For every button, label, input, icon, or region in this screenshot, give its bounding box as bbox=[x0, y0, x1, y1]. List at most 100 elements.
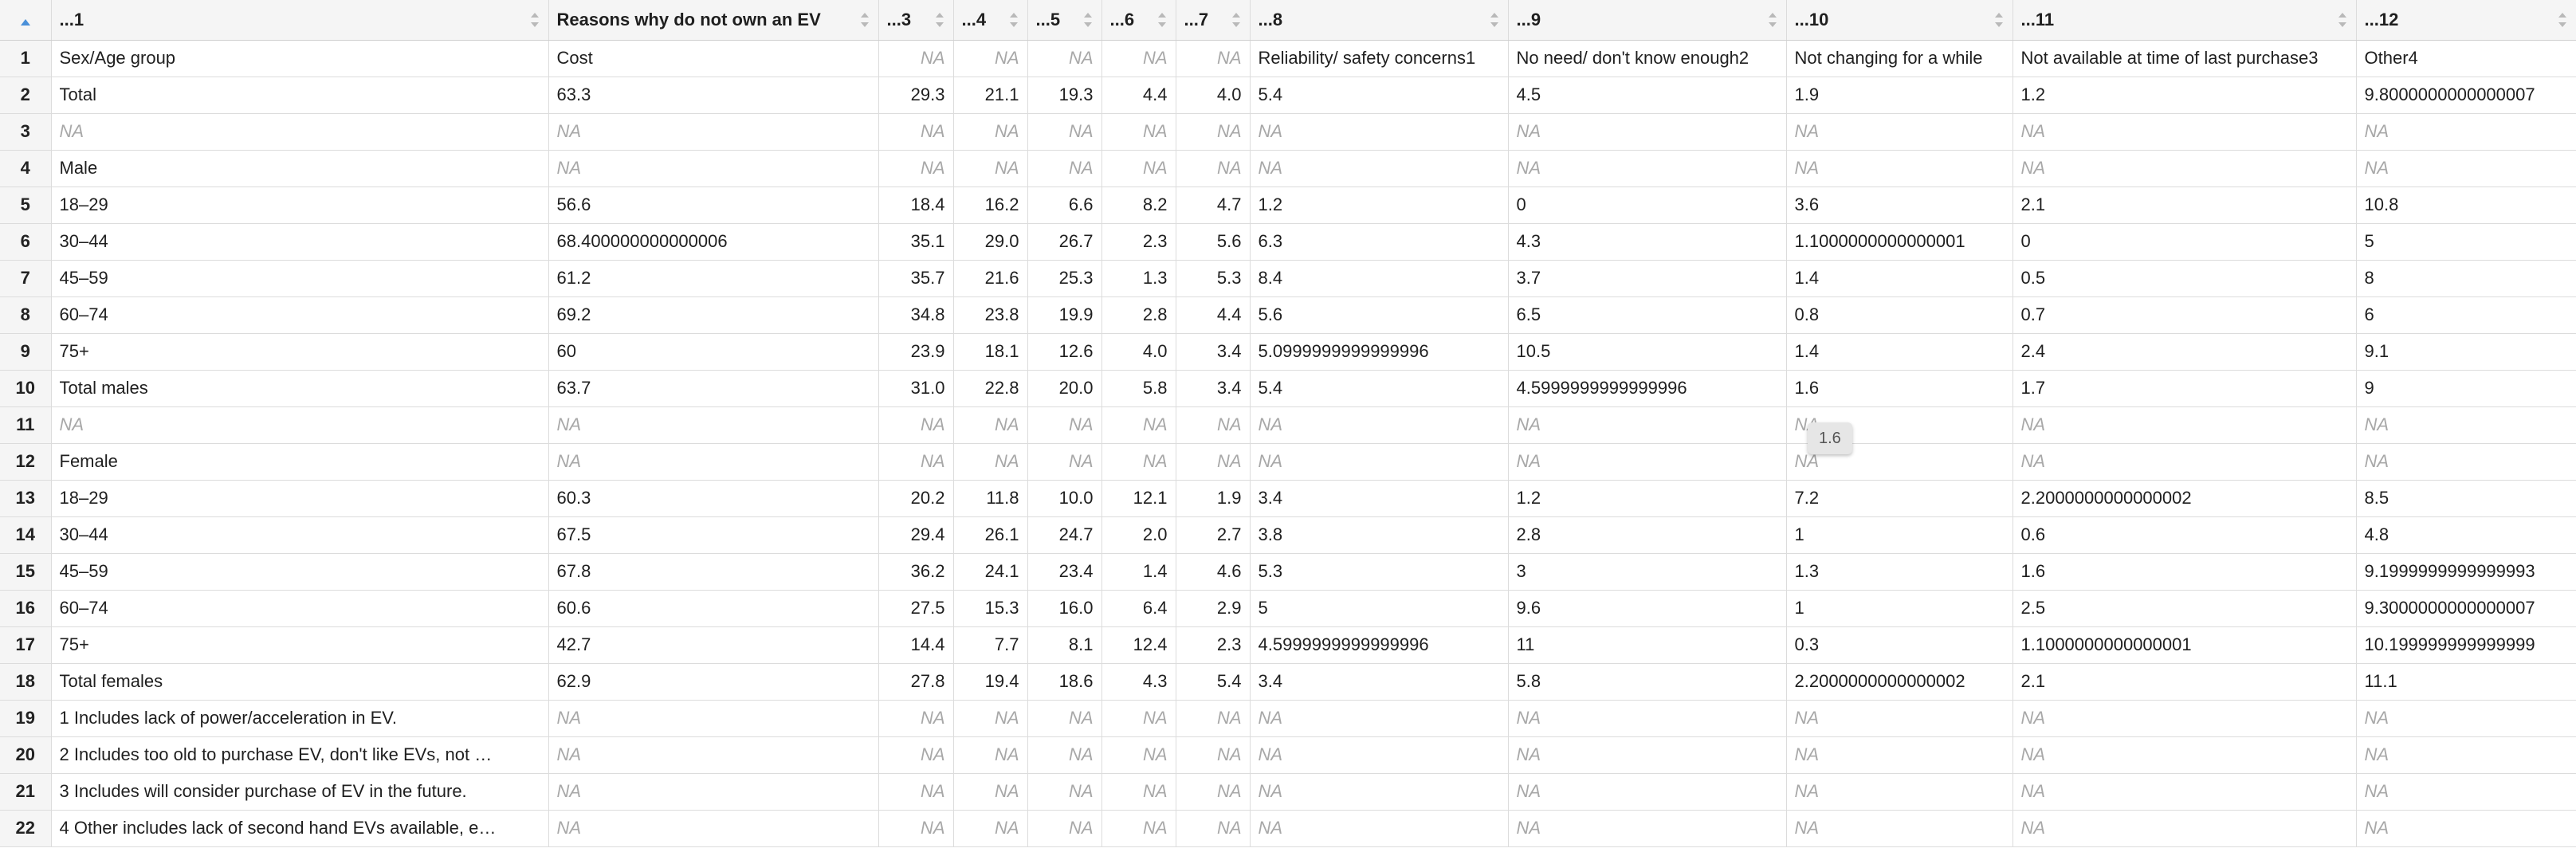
table-cell[interactable]: NA bbox=[1027, 406, 1102, 444]
table-cell[interactable]: NA bbox=[878, 113, 954, 151]
table-cell[interactable]: NA bbox=[1101, 773, 1176, 811]
table-cell[interactable]: 62.9 bbox=[548, 663, 879, 701]
table-cell[interactable]: 0.3 bbox=[1786, 626, 2013, 664]
column-header[interactable]: ...10 bbox=[1786, 0, 2013, 41]
table-cell[interactable]: 9.3000000000000007 bbox=[2356, 590, 2576, 627]
table-cell[interactable]: 36.2 bbox=[878, 553, 954, 591]
table-cell[interactable]: No need/ don't know enough2 bbox=[1508, 40, 1787, 77]
table-cell[interactable]: 5.4 bbox=[1176, 663, 1251, 701]
table-cell[interactable]: NA bbox=[2356, 736, 2576, 774]
table-cell[interactable]: NA bbox=[953, 736, 1028, 774]
table-cell[interactable]: NA bbox=[1508, 700, 1787, 737]
table-cell[interactable]: 12.4 bbox=[1101, 626, 1176, 664]
table-cell[interactable]: 1.2 bbox=[1508, 480, 1787, 517]
table-cell[interactable]: NA bbox=[953, 700, 1028, 737]
table-cell[interactable]: 4.8 bbox=[2356, 516, 2576, 554]
table-cell[interactable]: NA bbox=[2356, 406, 2576, 444]
table-cell[interactable]: NA bbox=[2012, 736, 2357, 774]
table-cell[interactable]: 3.4 bbox=[1250, 663, 1509, 701]
table-cell[interactable]: 1 bbox=[1786, 590, 2013, 627]
table-cell[interactable]: NA bbox=[1508, 406, 1787, 444]
sort-toggle-icon[interactable] bbox=[2338, 12, 2346, 28]
table-cell[interactable]: NA bbox=[1250, 443, 1509, 481]
table-cell[interactable]: 1.3 bbox=[1101, 260, 1176, 297]
table-cell[interactable]: 67.8 bbox=[548, 553, 879, 591]
table-cell[interactable]: NA bbox=[1508, 736, 1787, 774]
table-cell[interactable]: 3.4 bbox=[1176, 370, 1251, 407]
table-cell[interactable]: 3.6 bbox=[1786, 187, 2013, 224]
table-cell[interactable]: NA bbox=[1786, 700, 2013, 737]
table-cell[interactable]: NA bbox=[1027, 736, 1102, 774]
sort-toggle-icon[interactable] bbox=[935, 12, 944, 28]
table-cell[interactable]: 9.1 bbox=[2356, 333, 2576, 371]
table-cell[interactable]: 2.4 bbox=[2012, 333, 2357, 371]
table-cell[interactable]: 4.5 bbox=[1508, 77, 1787, 114]
table-cell[interactable]: NA bbox=[1176, 406, 1251, 444]
table-cell[interactable]: 29.4 bbox=[878, 516, 954, 554]
table-cell[interactable]: NA bbox=[1786, 113, 2013, 151]
table-cell[interactable]: 56.6 bbox=[548, 187, 879, 224]
table-cell[interactable]: 0 bbox=[2012, 223, 2357, 261]
table-cell[interactable]: 75+ bbox=[51, 626, 549, 664]
table-cell[interactable]: NA bbox=[1027, 773, 1102, 811]
table-cell[interactable]: NA bbox=[1101, 443, 1176, 481]
table-cell[interactable]: 18.6 bbox=[1027, 663, 1102, 701]
table-cell[interactable]: 18.1 bbox=[953, 333, 1028, 371]
table-cell[interactable]: 29.3 bbox=[878, 77, 954, 114]
table-cell[interactable]: 5.8 bbox=[1101, 370, 1176, 407]
table-cell[interactable]: 27.8 bbox=[878, 663, 954, 701]
table-cell[interactable]: 20.2 bbox=[878, 480, 954, 517]
table-cell[interactable]: 16.2 bbox=[953, 187, 1028, 224]
column-header[interactable]: ...11 bbox=[2012, 0, 2357, 41]
table-cell[interactable]: 0 bbox=[1508, 187, 1787, 224]
table-cell[interactable]: 3.4 bbox=[1176, 333, 1251, 371]
table-cell[interactable]: 18–29 bbox=[51, 187, 549, 224]
table-cell[interactable]: 63.7 bbox=[548, 370, 879, 407]
table-cell[interactable]: NA bbox=[1101, 810, 1176, 847]
table-cell[interactable]: 2.3 bbox=[1101, 223, 1176, 261]
table-cell[interactable]: 23.4 bbox=[1027, 553, 1102, 591]
table-cell[interactable]: 7.2 bbox=[1786, 480, 2013, 517]
table-cell[interactable]: 24.7 bbox=[1027, 516, 1102, 554]
table-cell[interactable]: 9.1999999999999993 bbox=[2356, 553, 2576, 591]
table-cell[interactable]: Total females bbox=[51, 663, 549, 701]
table-cell[interactable]: 4.6 bbox=[1176, 553, 1251, 591]
table-cell[interactable]: NA bbox=[1176, 773, 1251, 811]
sort-toggle-icon[interactable] bbox=[530, 12, 539, 28]
column-header[interactable]: ...1 bbox=[51, 0, 549, 41]
table-cell[interactable]: 11.1 bbox=[2356, 663, 2576, 701]
table-cell[interactable]: NA bbox=[548, 736, 879, 774]
table-cell[interactable]: NA bbox=[2356, 810, 2576, 847]
column-header[interactable]: Reasons why do not own an EV bbox=[548, 0, 879, 41]
table-cell[interactable]: 2.0 bbox=[1101, 516, 1176, 554]
table-cell[interactable]: NA bbox=[548, 150, 879, 187]
table-cell[interactable]: NA bbox=[878, 773, 954, 811]
table-cell[interactable]: 29.0 bbox=[953, 223, 1028, 261]
table-cell[interactable]: 23.8 bbox=[953, 296, 1028, 334]
table-cell[interactable]: NA bbox=[548, 443, 879, 481]
table-cell[interactable]: 60 bbox=[548, 333, 879, 371]
table-cell[interactable]: 12.6 bbox=[1027, 333, 1102, 371]
column-header[interactable]: ...12 bbox=[2356, 0, 2576, 41]
table-cell[interactable]: 8 bbox=[2356, 260, 2576, 297]
column-header[interactable]: ...8 bbox=[1250, 0, 1509, 41]
table-cell[interactable]: NA bbox=[2356, 773, 2576, 811]
table-cell[interactable]: 0.7 bbox=[2012, 296, 2357, 334]
table-cell[interactable]: Not available at time of last purchase3 bbox=[2012, 40, 2357, 77]
table-cell[interactable]: NA bbox=[1250, 150, 1509, 187]
table-cell[interactable]: NA bbox=[51, 406, 549, 444]
table-cell[interactable]: 21.6 bbox=[953, 260, 1028, 297]
table-cell[interactable]: NA bbox=[1101, 736, 1176, 774]
table-cell[interactable]: 7.7 bbox=[953, 626, 1028, 664]
table-cell[interactable]: 12.1 bbox=[1101, 480, 1176, 517]
table-cell[interactable]: 9.8000000000000007 bbox=[2356, 77, 2576, 114]
table-cell[interactable]: 26.1 bbox=[953, 516, 1028, 554]
table-cell[interactable]: NA bbox=[953, 150, 1028, 187]
table-cell[interactable]: 2.9 bbox=[1176, 590, 1251, 627]
table-cell[interactable]: 18–29 bbox=[51, 480, 549, 517]
table-cell[interactable]: NA bbox=[1027, 40, 1102, 77]
table-cell[interactable]: 5.6 bbox=[1176, 223, 1251, 261]
table-cell[interactable]: 21.1 bbox=[953, 77, 1028, 114]
table-cell[interactable]: 1.4 bbox=[1786, 333, 2013, 371]
